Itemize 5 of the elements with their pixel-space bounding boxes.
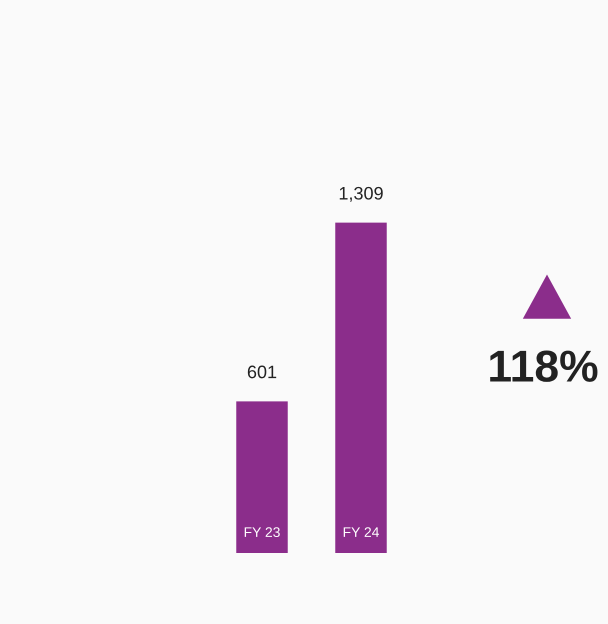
- data-label: 601: [248, 366, 276, 378]
- text: 118%: [490, 350, 598, 382]
- x-tick-label: FY 24: [344, 527, 379, 537]
- data-label: 1,309: [340, 186, 383, 202]
- x-tick-label: FY 23: [244, 527, 280, 538]
